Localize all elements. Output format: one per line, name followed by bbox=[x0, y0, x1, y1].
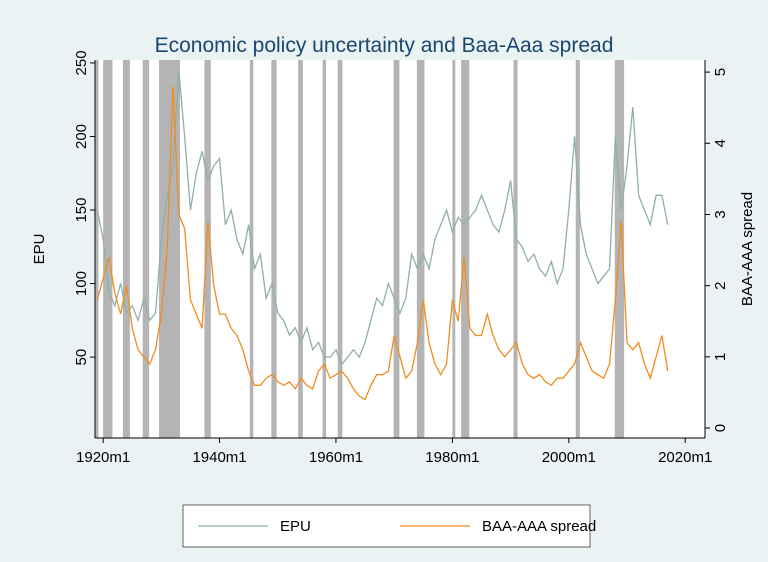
recession-band bbox=[322, 60, 327, 438]
y-tick-label: 250 bbox=[73, 50, 90, 75]
y2-tick-label: 2 bbox=[712, 281, 729, 289]
legend-label: BAA-AAA spread bbox=[482, 518, 596, 535]
y-tick-label: 200 bbox=[73, 124, 90, 149]
recession-band bbox=[452, 60, 456, 438]
recession-band bbox=[461, 60, 470, 438]
y-axis-label: EPU bbox=[31, 234, 48, 265]
recession-band bbox=[393, 60, 400, 438]
recession-band bbox=[142, 60, 150, 438]
y2-tick-label: 3 bbox=[712, 210, 729, 218]
y2-tick-label: 5 bbox=[712, 68, 729, 76]
recession-band bbox=[159, 60, 180, 438]
recession-band bbox=[575, 60, 580, 438]
recession-band bbox=[416, 60, 425, 438]
x-tick-label: 1920m1 bbox=[76, 449, 130, 466]
recession-band bbox=[122, 60, 130, 438]
y2-tick-label: 0 bbox=[712, 424, 729, 432]
y-tick-label: 50 bbox=[73, 349, 90, 366]
recession-band bbox=[271, 60, 277, 438]
chart-title: Economic policy uncertainty and Baa-Aaa … bbox=[155, 34, 614, 57]
y-tick-label: 150 bbox=[73, 198, 90, 223]
recession-band bbox=[204, 60, 211, 438]
y2-tick-label: 1 bbox=[712, 353, 729, 361]
recession-band bbox=[298, 60, 303, 438]
x-tick-label: 1940m1 bbox=[192, 449, 246, 466]
recession-band bbox=[337, 60, 343, 438]
legend-label: EPU bbox=[280, 518, 311, 535]
series-line bbox=[96, 86, 669, 401]
x-tick-label: 2020m1 bbox=[658, 449, 712, 466]
recession-band bbox=[103, 60, 113, 438]
x-tick-label: 2000m1 bbox=[542, 449, 596, 466]
series-line bbox=[96, 70, 669, 366]
y2-axis-label: BAA-AAA spread bbox=[739, 192, 756, 306]
plot-area bbox=[95, 60, 705, 438]
y2-tick-label: 4 bbox=[712, 139, 729, 147]
recession-band bbox=[95, 60, 99, 438]
x-tick-label: 1980m1 bbox=[425, 449, 479, 466]
y-tick-label: 100 bbox=[73, 271, 90, 296]
recession-band bbox=[513, 60, 518, 438]
x-tick-label: 1960m1 bbox=[309, 449, 363, 466]
